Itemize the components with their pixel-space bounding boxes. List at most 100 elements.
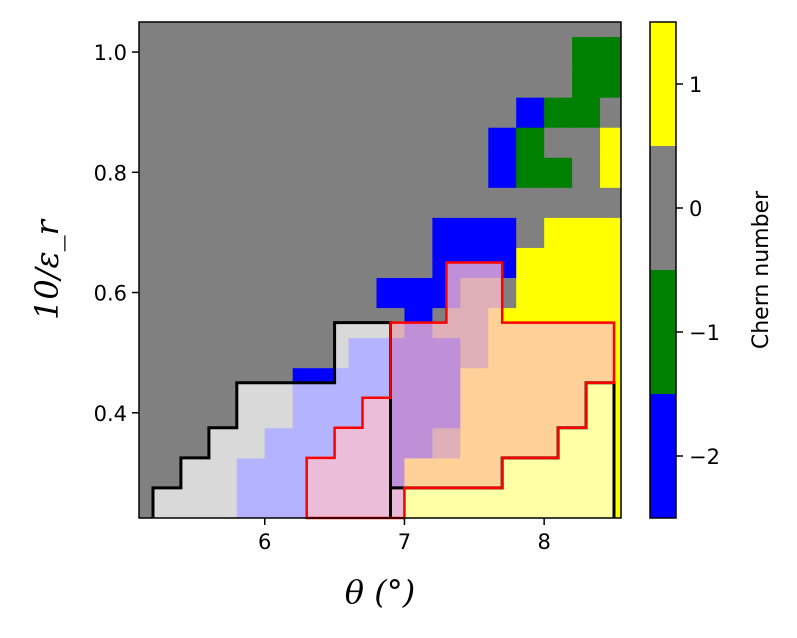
heatmap-cell bbox=[320, 187, 350, 218]
heatmap-cell bbox=[404, 217, 433, 248]
heatmap-cell bbox=[320, 127, 350, 158]
heatmap-cell bbox=[236, 217, 266, 248]
heatmap-cell bbox=[516, 157, 545, 188]
heatmap-cell bbox=[152, 97, 182, 128]
red-region-fill bbox=[306, 262, 614, 518]
y-tick-label: 1.0 bbox=[94, 41, 127, 65]
heatmap-cell bbox=[404, 157, 433, 188]
heatmap-cell bbox=[544, 37, 573, 68]
heatmap-cell bbox=[236, 37, 266, 68]
heatmap-cell bbox=[376, 157, 405, 188]
heatmap-cell bbox=[208, 337, 238, 369]
heatmap-cell bbox=[180, 277, 210, 309]
heatmap-cell bbox=[236, 127, 266, 158]
heatmap-cell bbox=[180, 427, 210, 459]
heatmap-cell bbox=[292, 37, 322, 68]
heatmap-cell bbox=[152, 187, 182, 218]
heatmap-cell bbox=[264, 187, 294, 218]
heatmap-cell bbox=[572, 97, 601, 128]
y-tick-label: 0.8 bbox=[94, 161, 127, 185]
heatmap-cell bbox=[460, 157, 489, 188]
heatmap-cell bbox=[376, 247, 405, 279]
heatmap-cell bbox=[600, 37, 622, 68]
heatmap-cell bbox=[544, 277, 573, 309]
x-tick-label: 6 bbox=[258, 530, 271, 554]
heatmap-cell bbox=[432, 127, 461, 158]
heatmap-cell bbox=[292, 127, 322, 158]
heatmap-cell bbox=[180, 37, 210, 68]
heatmap-cell bbox=[348, 217, 378, 248]
heatmap-cell bbox=[516, 97, 545, 128]
heatmap-cell bbox=[544, 127, 573, 158]
heatmap-cell bbox=[292, 307, 322, 339]
colorbar-label: Chern number bbox=[749, 190, 774, 349]
heatmap-cell bbox=[320, 277, 350, 309]
heatmap-cell bbox=[180, 187, 210, 218]
heatmap-cell bbox=[348, 67, 378, 98]
heatmap-cell bbox=[600, 247, 622, 279]
heatmap-cell bbox=[460, 37, 489, 68]
x-axis-label: θ (°) bbox=[345, 573, 415, 611]
y-tick-label: 0.4 bbox=[94, 402, 127, 426]
heatmap-cell bbox=[460, 67, 489, 98]
heatmap-cell bbox=[152, 337, 182, 369]
heatmap-cell bbox=[572, 187, 601, 218]
heatmap-cell bbox=[208, 97, 238, 128]
heatmap-cell bbox=[152, 217, 182, 248]
heatmap-cell bbox=[208, 277, 238, 309]
heatmap-cell bbox=[376, 67, 405, 98]
colorbar-segment bbox=[650, 270, 676, 395]
colorbar-tick-label: −1 bbox=[689, 321, 720, 345]
heatmap-cell bbox=[348, 247, 378, 279]
heatmap-cell bbox=[404, 37, 433, 68]
heatmap-cell bbox=[600, 157, 622, 188]
heatmap-cell bbox=[488, 97, 517, 128]
heatmap-cell bbox=[572, 67, 601, 98]
heatmap-cell bbox=[432, 217, 461, 248]
heatmap-cell bbox=[600, 127, 622, 158]
heatmap-cell bbox=[208, 367, 238, 399]
heatmap-cell bbox=[488, 217, 517, 248]
heatmap-cell bbox=[236, 97, 266, 128]
heatmap-cell bbox=[488, 157, 517, 188]
colorbar-segment bbox=[650, 22, 676, 147]
heatmap-cell bbox=[152, 37, 182, 68]
y-axis-ticks: 0.4 0.6 0.8 1.0 bbox=[94, 41, 139, 426]
y-tick-label: 0.6 bbox=[94, 282, 127, 306]
heatmap-cell bbox=[320, 157, 350, 188]
heatmap-cell bbox=[516, 67, 545, 98]
heatmap-cell bbox=[180, 337, 210, 369]
heatmap-cell bbox=[320, 67, 350, 98]
heatmap-cell bbox=[516, 277, 545, 309]
heatmap-cell bbox=[348, 157, 378, 188]
heatmap-cell bbox=[460, 187, 489, 218]
heatmap-cell bbox=[236, 187, 266, 218]
heatmap-cell bbox=[292, 187, 322, 218]
heatmap-cell bbox=[376, 277, 405, 309]
heatmap-cell bbox=[460, 127, 489, 158]
heatmap-cell bbox=[544, 157, 573, 188]
heatmap-cell bbox=[516, 217, 545, 248]
heatmap-cell bbox=[348, 187, 378, 218]
heatmap-cell bbox=[544, 187, 573, 218]
heatmap-cell bbox=[376, 187, 405, 218]
heatmap-cell bbox=[600, 277, 622, 309]
heatmap-cell bbox=[152, 307, 182, 339]
heatmap-cell bbox=[292, 247, 322, 279]
heatmap-cell bbox=[264, 97, 294, 128]
heatmap-cell bbox=[488, 37, 517, 68]
heatmap-cell bbox=[152, 157, 182, 188]
heatmap-cell bbox=[488, 67, 517, 98]
heatmap-cell bbox=[376, 97, 405, 128]
heatmap-cell bbox=[348, 277, 378, 309]
heatmap-cell bbox=[264, 127, 294, 158]
heatmap-cell bbox=[516, 127, 545, 158]
heatmap-cell bbox=[208, 37, 238, 68]
heatmap-cell bbox=[292, 97, 322, 128]
heatmap-cell bbox=[292, 157, 322, 188]
heatmap-cell bbox=[600, 217, 622, 248]
heatmap-cell bbox=[320, 217, 350, 248]
heatmap-cell bbox=[264, 37, 294, 68]
heatmap-cell bbox=[348, 97, 378, 128]
